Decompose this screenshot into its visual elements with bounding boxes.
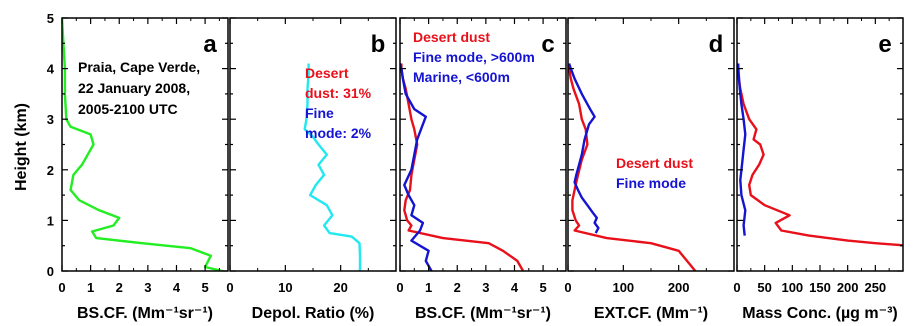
- series-line-a-1: [62, 18, 223, 271]
- x-tick-label: 3: [144, 280, 151, 295]
- x-tick-label: 4: [173, 280, 181, 295]
- x-tick-label: 200: [837, 280, 859, 295]
- x-axis-label: Mass Conc. (µg m⁻³): [742, 305, 897, 322]
- annotation-line: Desert: [305, 65, 349, 81]
- series-line-e-1: [737, 63, 903, 247]
- x-tick-label: 200: [668, 280, 690, 295]
- x-tick-label: 250: [864, 280, 886, 295]
- panel-e: 0 50 100 150 200 250 e Mass Conc. (µg m⁻³): [733, 17, 904, 322]
- x-tick-label: 50: [757, 280, 771, 295]
- panel-a: 0 1 2 3 4 5 a BS.CF. (Mm⁻¹sr⁻¹) Praia, Cape Verd…: [58, 17, 229, 322]
- x-tick-label: 4: [511, 280, 519, 295]
- annotation-line: mode: 2%: [305, 125, 372, 141]
- y-tick-label: 1: [47, 213, 54, 228]
- x-tick-label: 100: [781, 280, 803, 295]
- panel-c: 0 1 2 3 4 5 c BS.CF. (Mm⁻¹sr⁻¹) Desert dust Fine …: [396, 17, 567, 322]
- annotation-line: 22 January 2008,: [78, 80, 190, 96]
- y-tick-label: 0: [47, 264, 54, 279]
- panel-b: 0 10 20 b Depol. Ratio (%) Desert dust: 31% Fin…: [226, 17, 397, 322]
- y-tick-label: 3: [47, 112, 54, 127]
- panel-letter-c: c: [541, 31, 554, 58]
- panel-letter-e: e: [878, 31, 891, 58]
- x-axis-label: EXT.CF. (Mm⁻¹): [594, 305, 708, 322]
- x-tick-label: 20: [333, 280, 347, 295]
- series-line-d-2: [568, 63, 600, 234]
- x-tick-label: 150: [809, 280, 831, 295]
- x-tick-label: 2: [454, 280, 461, 295]
- x-tick-label: 0: [396, 280, 403, 295]
- x-tick-label: 0: [564, 280, 571, 295]
- x-tick-label: 2: [116, 280, 123, 295]
- y-tick-labels: 0 1 2 3 4 5: [47, 11, 55, 279]
- series-line-c-2: [400, 63, 433, 271]
- x-tick-label: 1: [87, 280, 94, 295]
- y-tick-label: 2: [47, 163, 54, 178]
- annotation-line: 2005-2100 UTC: [78, 101, 178, 117]
- y-axis-label: Height (km): [13, 103, 30, 191]
- annotation-line: Marine, <600m: [413, 69, 510, 85]
- annotation-line: dust: 31%: [305, 85, 372, 101]
- x-tick-label: 3: [482, 280, 489, 295]
- panel-letter-d: d: [709, 31, 724, 58]
- annotation-line: Desert dust: [616, 155, 693, 171]
- panel-letter-b: b: [371, 31, 386, 58]
- x-tick-label: 0: [226, 280, 233, 295]
- panel-letter-a: a: [203, 31, 217, 58]
- y-tick-label: 4: [47, 62, 55, 77]
- x-tick-label: 1: [425, 280, 432, 295]
- series-line-b-1: [303, 63, 362, 271]
- y-tick-label: 5: [47, 11, 54, 26]
- panels: 0 1 2 3 4 5 a BS.CF. (Mm⁻¹sr⁻¹) Praia, Cape Verd…: [58, 17, 904, 322]
- annotation-line: Fine mode: [616, 175, 686, 191]
- x-tick-label: 0: [733, 280, 740, 295]
- x-axis-label: Depol. Ratio (%): [252, 305, 375, 322]
- x-tick-label: 0: [58, 280, 65, 295]
- x-axis-label: BS.CF. (Mm⁻¹sr⁻¹): [77, 305, 213, 322]
- x-tick-label: 10: [278, 280, 292, 295]
- x-tick-label: 5: [539, 280, 546, 295]
- panel-d: 0 100 200 d EXT.CF. (Mm⁻¹) Desert dust Fine mo…: [564, 17, 735, 322]
- x-tick-label: 100: [612, 280, 634, 295]
- annotation-line: Praia, Cape Verde,: [78, 59, 200, 75]
- annotation-line: Fine: [305, 105, 334, 121]
- annotation-line: Fine mode, >600m: [413, 49, 535, 65]
- annotation-line: Desert dust: [413, 29, 490, 45]
- x-axis-label: BS.CF. (Mm⁻¹sr⁻¹): [415, 305, 551, 322]
- series-line-c-1: [400, 63, 525, 271]
- x-tick-label: 5: [201, 280, 208, 295]
- series-line-e-2: [737, 63, 747, 236]
- series-line-d-1: [568, 63, 697, 271]
